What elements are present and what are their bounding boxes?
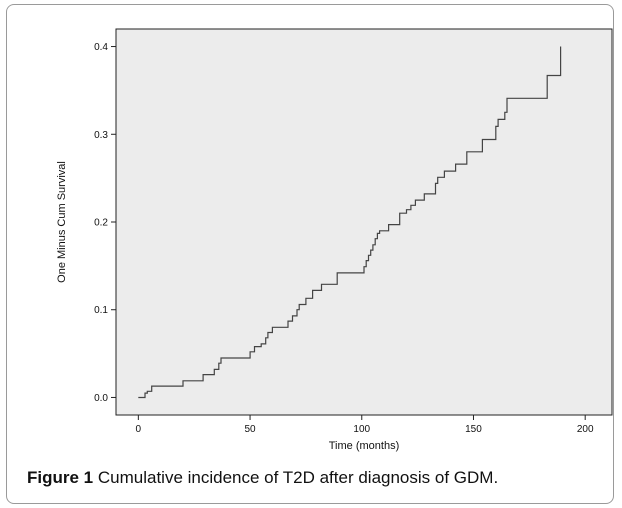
km-chart: 0 50 100 150 200 0.0 0.1 0.2 0.3 0.4 Time (months…	[56, 28, 613, 452]
cumulative-incidence-curve	[138, 46, 562, 399]
y-tick-label: 0.4	[94, 42, 108, 53]
axis-ticks: 0 50 100 150 200 0.0 0.1 0.2 0.3 0.4	[94, 42, 594, 435]
x-tick-label: 100	[353, 424, 370, 435]
y-tick-label: 0.3	[94, 130, 108, 141]
y-tick-label: 0.0	[94, 393, 108, 404]
x-tick-label: 50	[244, 424, 256, 435]
figure-caption-label: Figure 1	[27, 468, 94, 487]
plot-area	[115, 28, 613, 416]
x-tick-label: 150	[465, 424, 482, 435]
figure-frame: 0 50 100 150 200 0.0 0.1 0.2 0.3 0.4 Time (months…	[6, 4, 614, 504]
x-axis-title: Time (months)	[329, 440, 400, 452]
x-tick-label: 200	[577, 424, 594, 435]
x-tick-label: 0	[136, 424, 142, 435]
y-tick-label: 0.2	[94, 218, 108, 229]
y-tick-label: 0.1	[94, 305, 108, 316]
figure-caption-text: Cumulative incidence of T2D after diagno…	[97, 468, 499, 487]
figure-caption: Figure 1 Cumulative incidence of T2D aft…	[27, 468, 498, 488]
y-axis-title: One Minus Cum Survival	[56, 161, 68, 283]
